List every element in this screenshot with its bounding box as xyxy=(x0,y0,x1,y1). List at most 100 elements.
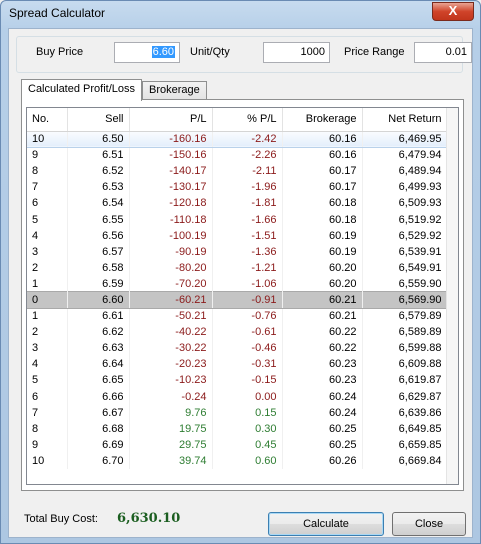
cell-pct-pl: -1.21 xyxy=(212,259,283,276)
cell-net-return: 6,539.91 xyxy=(362,243,448,260)
cell-pl: -30.22 xyxy=(129,340,213,357)
cell-no: 5 xyxy=(27,211,68,228)
calculate-button[interactable]: Calculate xyxy=(268,512,384,536)
table-row[interactable]: 4 6.64 -20.23 -0.31 60.23 6,609.88 xyxy=(27,356,448,373)
cell-no: 2 xyxy=(27,259,68,276)
cell-brokerage: 60.25 xyxy=(282,420,363,437)
column-header-brokerage[interactable]: Brokerage xyxy=(282,108,363,132)
cell-pct-pl: 0.30 xyxy=(212,420,283,437)
cell-brokerage: 60.25 xyxy=(282,436,363,453)
cell-pl: -130.17 xyxy=(129,179,213,196)
cell-sell: 6.57 xyxy=(67,243,130,260)
cell-no: 0 xyxy=(27,291,68,309)
cell-no: 10 xyxy=(27,452,68,469)
cell-pct-pl: -0.76 xyxy=(212,308,283,325)
column-header-pct-pl[interactable]: % P/L xyxy=(212,108,283,132)
cell-no: 4 xyxy=(27,356,68,373)
price-range-input[interactable]: 0.01 xyxy=(414,42,472,63)
cell-no: 1 xyxy=(27,275,68,292)
cell-no: 9 xyxy=(27,436,68,453)
vertical-scrollbar[interactable] xyxy=(446,108,458,484)
table-row[interactable]: 1 6.61 -50.21 -0.76 60.21 6,579.89 xyxy=(27,308,448,325)
table-row[interactable]: 2 6.58 -80.20 -1.21 60.20 6,549.91 xyxy=(27,259,448,276)
cell-brokerage: 60.17 xyxy=(282,163,363,180)
table-row[interactable]: 0 6.60 -60.21 -0.91 60.21 6,569.90 xyxy=(27,291,448,309)
cell-net-return: 6,609.88 xyxy=(362,356,448,373)
table-row[interactable]: 7 6.67 9.76 0.15 60.24 6,639.86 xyxy=(27,404,448,421)
unit-qty-input[interactable]: 1000 xyxy=(263,42,330,63)
table-row[interactable]: 4 6.56 -100.19 -1.51 60.19 6,529.92 xyxy=(27,227,448,244)
column-header-sell[interactable]: Sell xyxy=(67,108,130,132)
column-header-net-return[interactable]: Net Return xyxy=(362,108,448,132)
cell-sell: 6.56 xyxy=(67,227,130,244)
cell-brokerage: 60.22 xyxy=(282,340,363,357)
cell-pct-pl: 0.45 xyxy=(212,436,283,453)
table-row[interactable]: 5 6.65 -10.23 -0.15 60.23 6,619.87 xyxy=(27,372,448,389)
cell-pct-pl: 0.60 xyxy=(212,452,283,469)
cell-no: 6 xyxy=(27,195,68,212)
cell-sell: 6.63 xyxy=(67,340,130,357)
column-header-pl[interactable]: P/L xyxy=(129,108,213,132)
window-close-button[interactable]: X xyxy=(432,2,474,21)
table-body: 10 6.50 -160.16 -2.42 60.16 6,469.95 9 6.51 -150… xyxy=(27,130,448,469)
table-row[interactable]: 2 6.62 -40.22 -0.61 60.22 6,589.89 xyxy=(27,324,448,341)
cell-net-return: 6,549.91 xyxy=(362,259,448,276)
table-row[interactable]: 10 6.70 39.74 0.60 60.26 6,669.84 xyxy=(27,452,448,469)
cell-pl: -100.19 xyxy=(129,227,213,244)
cell-pl: 9.76 xyxy=(129,404,213,421)
cell-pct-pl: -2.42 xyxy=(212,130,283,148)
cell-brokerage: 60.16 xyxy=(282,130,363,148)
table-row[interactable]: 10 6.50 -160.16 -2.42 60.16 6,469.95 xyxy=(27,130,448,148)
cell-pl: -10.23 xyxy=(129,372,213,389)
table-row[interactable]: 6 6.66 -0.24 0.00 60.24 6,629.87 xyxy=(27,388,448,405)
cell-pct-pl: -1.36 xyxy=(212,243,283,260)
table-row[interactable]: 6 6.54 -120.18 -1.81 60.18 6,509.93 xyxy=(27,195,448,212)
table-row[interactable]: 8 6.68 19.75 0.30 60.25 6,649.85 xyxy=(27,420,448,437)
close-button[interactable]: Close xyxy=(392,512,466,536)
column-header-no[interactable]: No. xyxy=(27,108,68,132)
cell-net-return: 6,669.84 xyxy=(362,452,448,469)
cell-brokerage: 60.24 xyxy=(282,404,363,421)
cell-no: 8 xyxy=(27,163,68,180)
cell-no: 3 xyxy=(27,340,68,357)
table-row[interactable]: 3 6.57 -90.19 -1.36 60.19 6,539.91 xyxy=(27,243,448,260)
cell-sell: 6.52 xyxy=(67,163,130,180)
cell-sell: 6.59 xyxy=(67,275,130,292)
profit-loss-grid[interactable]: No. Sell P/L % P/L Brokerage Net Return … xyxy=(26,107,459,485)
cell-brokerage: 60.23 xyxy=(282,372,363,389)
cell-brokerage: 60.16 xyxy=(282,147,363,164)
cell-no: 6 xyxy=(27,388,68,405)
close-icon: X xyxy=(448,3,458,18)
cell-net-return: 6,489.94 xyxy=(362,163,448,180)
cell-net-return: 6,529.92 xyxy=(362,227,448,244)
table-row[interactable]: 9 6.51 -150.16 -2.26 60.16 6,479.94 xyxy=(27,147,448,164)
cell-net-return: 6,589.89 xyxy=(362,324,448,341)
cell-brokerage: 60.21 xyxy=(282,291,363,309)
table-row[interactable]: 3 6.63 -30.22 -0.46 60.22 6,599.88 xyxy=(27,340,448,357)
tab-panel: No. Sell P/L % P/L Brokerage Net Return … xyxy=(21,99,464,491)
tab-brokerage[interactable]: Brokerage xyxy=(142,81,207,100)
cell-no: 5 xyxy=(27,372,68,389)
total-buy-cost-value: 6,630.10 xyxy=(117,511,181,526)
cell-no: 10 xyxy=(27,130,68,148)
cell-brokerage: 60.17 xyxy=(282,179,363,196)
buy-price-label: Buy Price xyxy=(36,46,84,58)
table-row[interactable]: 5 6.55 -110.18 -1.66 60.18 6,519.92 xyxy=(27,211,448,228)
buy-price-input[interactable]: 6.60 xyxy=(114,42,180,63)
cell-pl: -80.20 xyxy=(129,259,213,276)
cell-sell: 6.61 xyxy=(67,308,130,325)
cell-brokerage: 60.23 xyxy=(282,356,363,373)
cell-net-return: 6,599.88 xyxy=(362,340,448,357)
cell-sell: 6.53 xyxy=(67,179,130,196)
tab-calculated-profit-loss[interactable]: Calculated Profit/Loss xyxy=(21,79,142,101)
cell-brokerage: 60.19 xyxy=(282,243,363,260)
table-row[interactable]: 9 6.69 29.75 0.45 60.25 6,659.85 xyxy=(27,436,448,453)
cell-net-return: 6,519.92 xyxy=(362,211,448,228)
table-row[interactable]: 7 6.53 -130.17 -1.96 60.17 6,499.93 xyxy=(27,179,448,196)
table-row[interactable]: 8 6.52 -140.17 -2.11 60.17 6,489.94 xyxy=(27,163,448,180)
cell-pl: -160.16 xyxy=(129,130,213,148)
table-header: No. Sell P/L % P/L Brokerage Net Return xyxy=(27,108,448,132)
price-range-label: Price Range xyxy=(344,46,405,58)
table-row[interactable]: 1 6.59 -70.20 -1.06 60.20 6,559.90 xyxy=(27,275,448,292)
cell-sell: 6.69 xyxy=(67,436,130,453)
